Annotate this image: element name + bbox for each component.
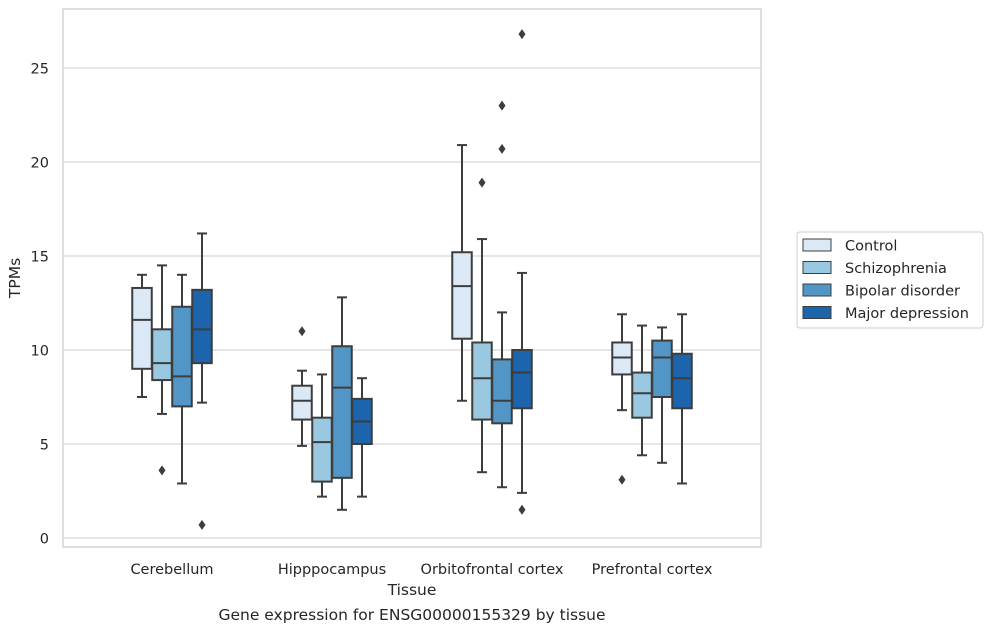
x-tick-label: Orbitofrontal cortex (421, 562, 564, 578)
x-tick-label: Cerebellum (130, 562, 213, 578)
box-bipolar-disorder (331, 296, 353, 511)
box-iqr (291, 384, 313, 421)
box-iqr (151, 328, 173, 382)
outlier-point (498, 100, 506, 111)
box-schizophrenia (471, 177, 493, 474)
box-iqr (131, 286, 153, 370)
box-major-depression (351, 377, 373, 498)
box-bipolar-disorder (491, 100, 513, 489)
legend: Control Schizophrenia Bipolar disorder Majo… (796, 231, 984, 329)
outlier-point (618, 474, 626, 485)
outlier-point (198, 519, 206, 530)
box-schizophrenia (631, 324, 653, 457)
outlier-point (478, 177, 486, 188)
box-control (131, 273, 153, 398)
x-axis-label: Tissue (387, 581, 437, 599)
outlier-point (518, 29, 526, 40)
box-bipolar-disorder (651, 326, 673, 464)
y-tick-label: 15 (31, 250, 49, 266)
box-schizophrenia (151, 264, 173, 476)
figure-caption: Gene expression for ENSG00000155329 by t… (218, 606, 606, 624)
x-axis-ticks: Cerebellum Hipppocampus Orbitofrontal cort… (130, 562, 712, 578)
legend-swatch (802, 238, 832, 252)
y-gridlines (63, 67, 761, 539)
box-control (611, 313, 633, 485)
box-iqr (311, 416, 333, 483)
box-iqr (471, 341, 493, 421)
legend-swatch (802, 261, 832, 274)
box-control (291, 326, 313, 447)
x-tick-label: Hipppocampus (278, 562, 386, 578)
legend-swatch (802, 283, 832, 297)
box-iqr (191, 288, 213, 365)
box-series (131, 29, 693, 530)
box-schizophrenia (311, 373, 333, 498)
y-tick-label: 25 (31, 62, 49, 78)
legend-label: Schizophrenia (845, 261, 947, 277)
y-tick-label: 5 (40, 438, 49, 454)
box-iqr (671, 352, 693, 410)
box-iqr (511, 349, 533, 410)
box-iqr (331, 345, 353, 479)
y-tick-label: 0 (40, 532, 49, 548)
box-iqr (631, 371, 653, 419)
legend-label: Control (845, 239, 897, 255)
box-control (451, 144, 473, 402)
outlier-point (518, 504, 526, 515)
box-iqr (491, 358, 513, 425)
y-axis-ticks: 0 5 10 15 20 25 (31, 62, 49, 548)
outlier-point (498, 143, 506, 154)
boxplot-chart: 0 5 10 15 20 25 Cerebellum Hipppocampus Orbitof… (6, 8, 984, 599)
y-tick-label: 20 (31, 156, 49, 172)
box-bipolar-disorder (171, 273, 193, 485)
outlier-point (298, 326, 306, 337)
box-iqr (171, 305, 193, 408)
box-major-depression (671, 313, 693, 485)
box-major-depression (191, 232, 213, 530)
legend-swatch (802, 306, 832, 319)
plot-frame (62, 8, 762, 548)
y-tick-label: 10 (31, 344, 49, 360)
box-iqr (451, 251, 473, 340)
box-major-depression (511, 29, 533, 515)
y-axis-label: TPMs (6, 258, 24, 299)
box-iqr (651, 339, 673, 399)
legend-label: Bipolar disorder (845, 284, 960, 300)
legend-label: Major depression (845, 306, 969, 322)
outlier-point (158, 465, 166, 476)
legend-frame (796, 231, 984, 329)
x-tick-label: Prefrontal cortex (592, 562, 713, 578)
